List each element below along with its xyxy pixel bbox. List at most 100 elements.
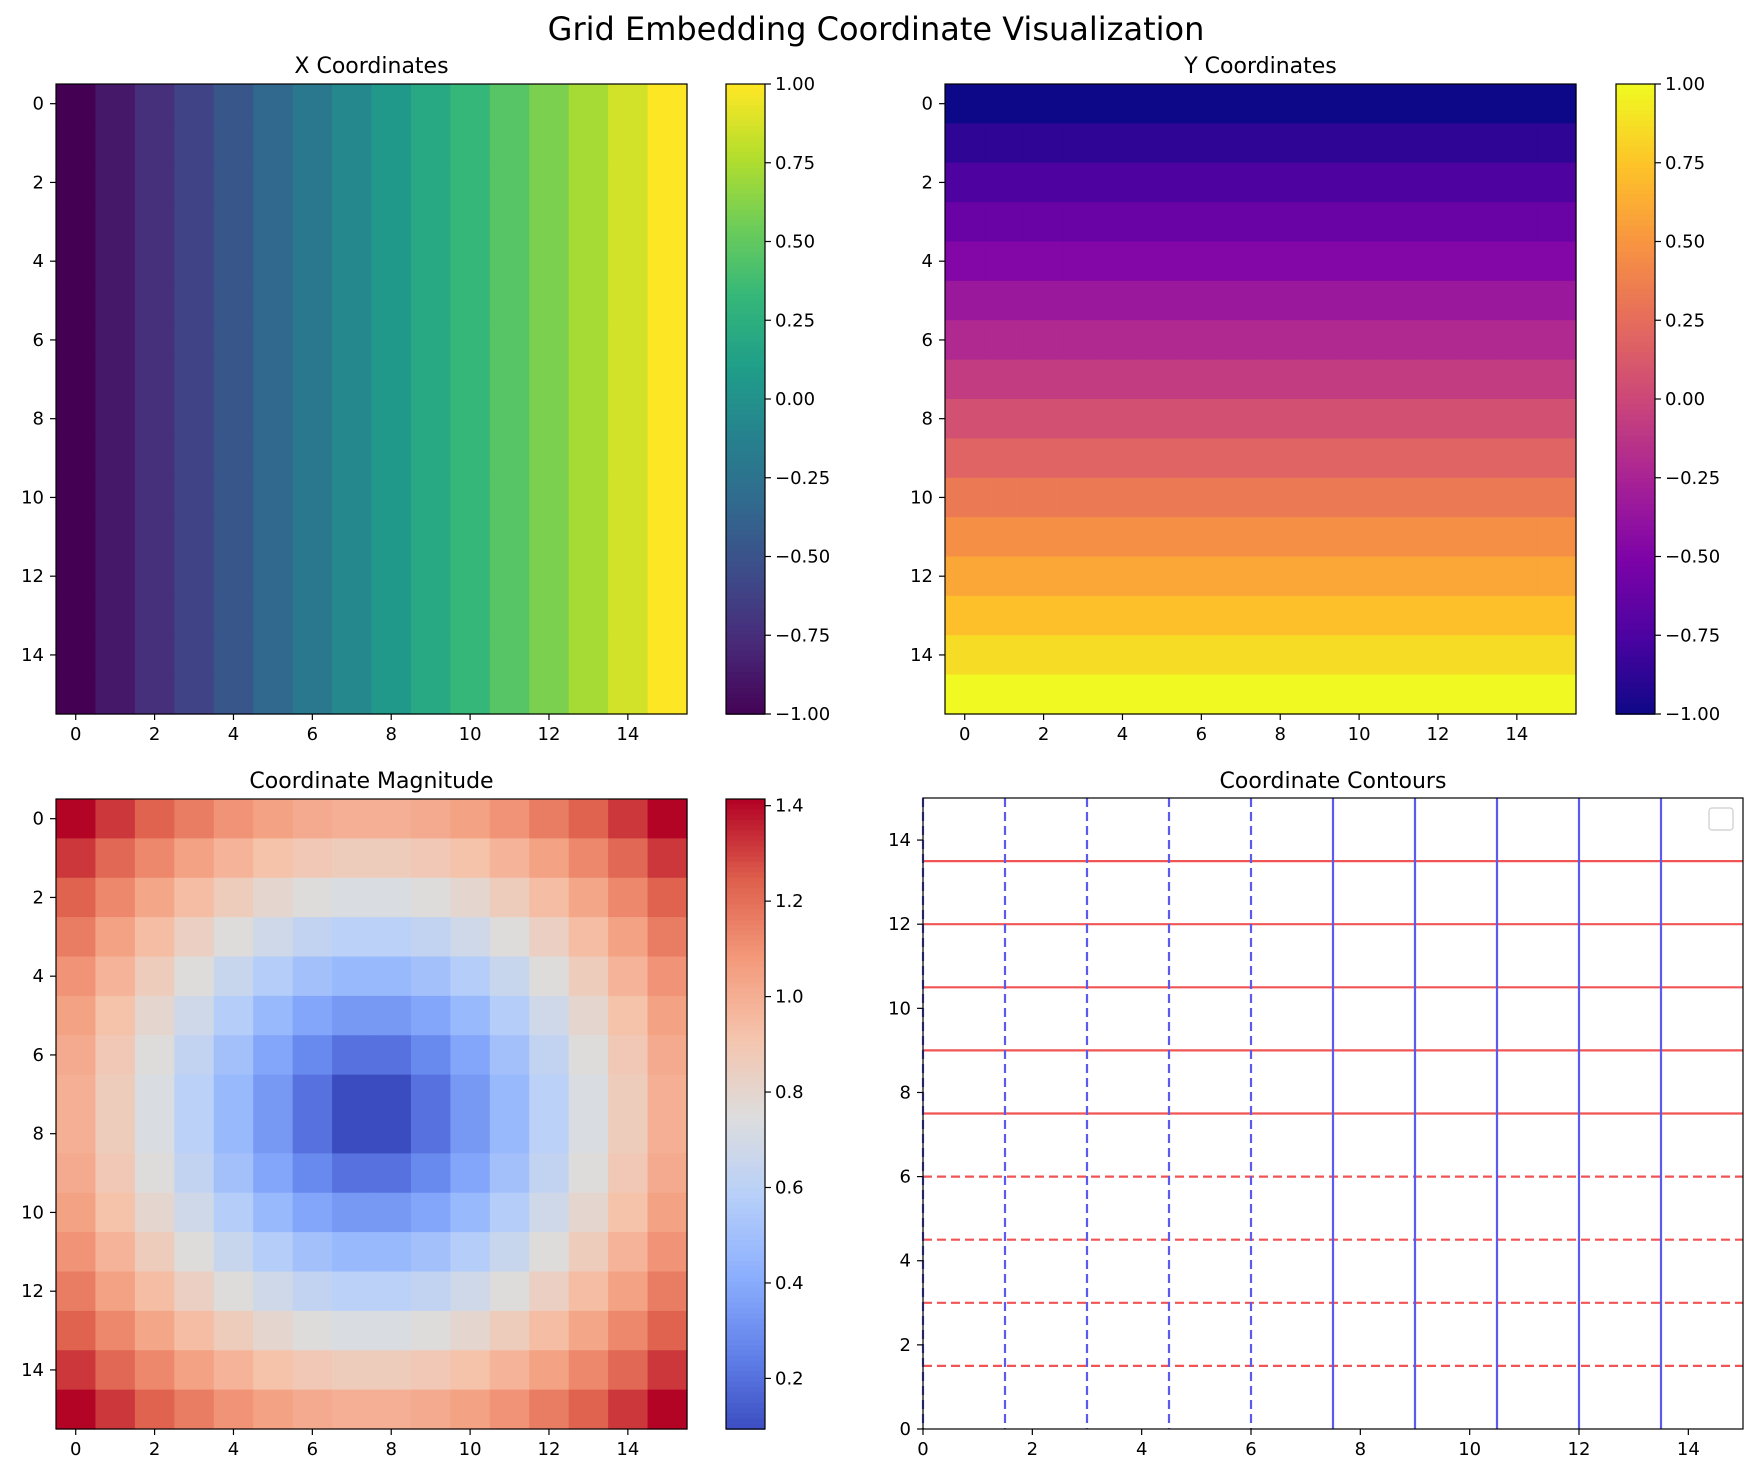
y-tick-label: 14 — [910, 645, 933, 666]
colorbar-segment — [726, 1072, 765, 1079]
heatmap-cell — [1536, 320, 1577, 361]
heatmap-cell — [1102, 556, 1143, 597]
heatmap-cell — [450, 438, 491, 479]
heatmap-cell — [608, 556, 649, 597]
heatmap-cell — [1299, 359, 1340, 400]
heatmap-cell — [134, 674, 175, 715]
heatmap-cell — [1142, 399, 1183, 439]
heatmap-cell — [332, 84, 373, 124]
heatmap-cell — [489, 241, 530, 282]
heatmap-cell — [174, 1153, 215, 1194]
heatmap-cell — [450, 162, 491, 203]
heatmap-cell — [489, 84, 530, 124]
colorbar-segment — [726, 1192, 765, 1199]
heatmap-cell — [489, 635, 530, 676]
colorbar-segment — [726, 846, 765, 853]
colorbar-segment — [726, 804, 765, 811]
heatmap-cell — [450, 477, 491, 518]
colorbar-segment — [726, 1140, 765, 1147]
heatmap-cell — [95, 320, 136, 361]
heatmap-cell — [410, 241, 451, 282]
heatmap-cell — [134, 438, 175, 479]
colorbar-segment — [726, 1261, 765, 1268]
heatmap-cell — [174, 320, 215, 361]
magnitude-cells — [56, 799, 688, 1430]
heatmap-cell — [450, 1271, 491, 1312]
heatmap-cell — [1181, 320, 1222, 361]
colorbar-segment — [726, 267, 765, 274]
heatmap-cell — [371, 956, 412, 997]
colorbar-segment — [726, 1292, 765, 1299]
heatmap-cell — [213, 123, 254, 164]
heatmap-cell — [410, 202, 451, 243]
heatmap-cell — [608, 799, 649, 839]
heatmap-cell — [984, 162, 1025, 203]
heatmap-cell — [984, 477, 1025, 518]
heatmap-cell — [134, 838, 175, 879]
heatmap-cell — [410, 799, 451, 839]
x-tick-label: 6 — [307, 724, 318, 745]
heatmap-cell — [647, 438, 688, 479]
colorbar-segment — [726, 1019, 765, 1026]
heatmap-cell — [292, 1192, 333, 1233]
heatmap-cell — [608, 1035, 649, 1076]
heatmap-cell — [489, 477, 530, 518]
heatmap-cell — [332, 320, 373, 361]
colorbar-segment — [726, 862, 765, 869]
heatmap-cell — [292, 1310, 333, 1351]
colorbar-segment — [1616, 435, 1655, 442]
heatmap-cell — [371, 477, 412, 518]
heatmap-cell — [568, 556, 609, 597]
colorbar-segment — [1616, 651, 1655, 658]
colorbar-segment — [726, 1397, 765, 1404]
heatmap-cell — [95, 162, 136, 203]
heatmap-cell — [529, 477, 570, 518]
colorbar-segment — [726, 399, 765, 406]
colorbar-segment — [1616, 666, 1655, 673]
heatmap-cell — [529, 1035, 570, 1076]
heatmap-cell — [489, 877, 530, 918]
x-tick-label: 6 — [307, 1439, 318, 1460]
heatmap-cell — [529, 123, 570, 164]
colorbar-segment — [1616, 561, 1655, 568]
heatmap-cell — [945, 123, 986, 164]
heatmap-cell — [1378, 202, 1419, 243]
heatmap-cell — [647, 1035, 688, 1076]
colorbar-segment — [1616, 383, 1655, 390]
heatmap-cell — [410, 84, 451, 124]
heatmap-cell — [1102, 438, 1143, 479]
colorbar-segment — [726, 1187, 765, 1194]
heatmap-cell — [568, 674, 609, 715]
magnitude-colorbar: 1.4 1.2 1.0 0.8 0.6 0.4 0.2 — [725, 796, 804, 1430]
heatmap-cell — [134, 359, 175, 400]
colorbar-tick-label: 1.00 — [1665, 74, 1705, 95]
heatmap-cell — [1457, 556, 1498, 597]
colorbar-segment — [1616, 551, 1655, 558]
heatmap-cell — [292, 517, 333, 558]
heatmap-cell — [1536, 674, 1577, 715]
colorbar-segment — [1616, 624, 1655, 631]
heatmap-cell — [647, 1114, 688, 1154]
colorbar-segment — [726, 698, 765, 705]
heatmap-cell — [1181, 202, 1222, 243]
heatmap-cell — [1181, 477, 1222, 518]
heatmap-cell — [213, 1074, 254, 1115]
colorbar-segment — [1616, 215, 1655, 222]
heatmap-cell — [292, 280, 333, 321]
colorbar-segment — [726, 540, 765, 547]
colorbar-segment — [726, 1114, 765, 1121]
heatmap-cell — [984, 202, 1025, 243]
heatmap-cell — [174, 1389, 215, 1430]
heatmap-cell — [1023, 123, 1064, 164]
x-coords-frame — [55, 83, 688, 715]
heatmap-cell — [292, 162, 333, 203]
colorbar-segment — [726, 383, 765, 390]
heatmap-cell — [1536, 399, 1577, 439]
x-tick-label: 14 — [616, 724, 639, 745]
heatmap-cell — [253, 202, 294, 243]
heatmap-cell — [371, 674, 412, 715]
heatmap-cell — [213, 320, 254, 361]
heatmap-cell — [410, 1389, 451, 1430]
heatmap-cell — [608, 1153, 649, 1194]
heatmap-cell — [568, 1232, 609, 1273]
